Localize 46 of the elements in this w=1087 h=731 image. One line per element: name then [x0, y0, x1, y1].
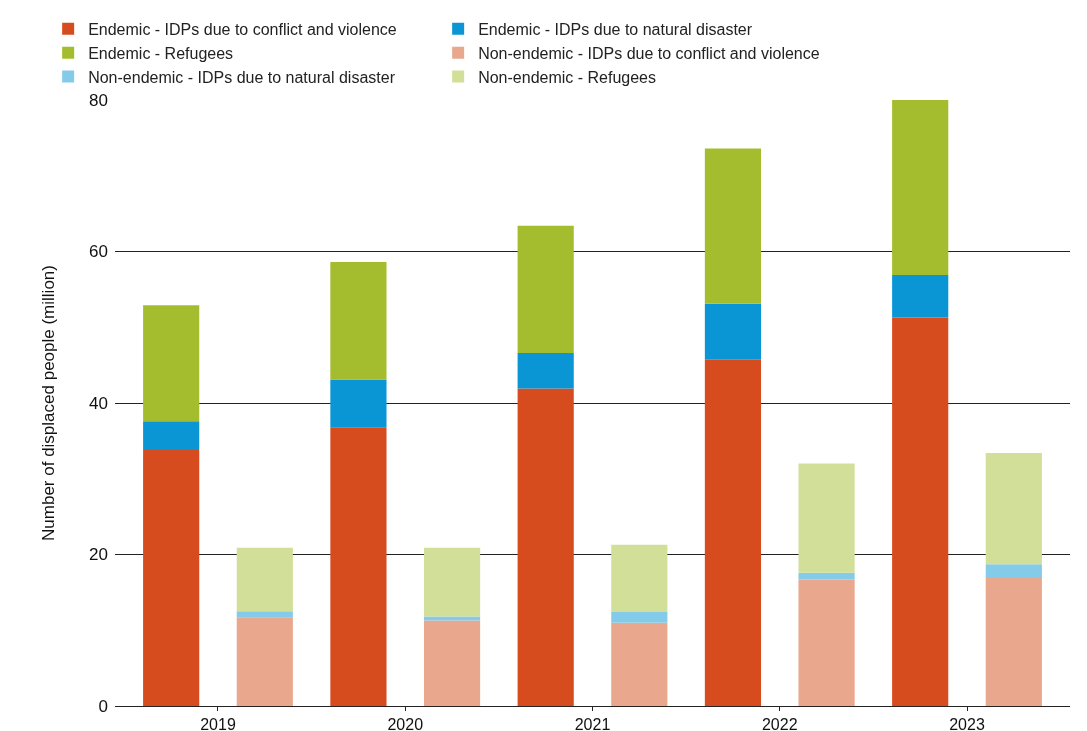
y-tick-label: 20	[89, 545, 108, 565]
bar	[236, 611, 293, 618]
bar	[892, 317, 949, 706]
bar	[236, 617, 293, 706]
legend-label: Non-endemic - Refugees	[478, 68, 657, 86]
bar	[517, 353, 574, 389]
bar	[611, 612, 668, 623]
y-tick-label: 0	[98, 696, 108, 716]
bar	[611, 544, 668, 613]
legend-label: Non-endemic - IDPs due to conflict and violence	[478, 44, 820, 62]
bar	[985, 564, 1042, 578]
y-tick-label: 80	[89, 90, 108, 110]
legend-label: Non-endemic - IDPs due to natural disaster	[88, 68, 396, 86]
bar	[330, 427, 387, 706]
y-tick-label: 60	[89, 242, 108, 262]
x-tick-label: 2022	[761, 716, 798, 731]
legend-label: Endemic - Refugees	[88, 44, 234, 62]
bar	[330, 262, 387, 380]
legend-label: Endemic - IDPs due to natural disaster	[478, 21, 753, 39]
bar	[236, 547, 293, 612]
bar	[704, 359, 762, 706]
bar	[517, 225, 574, 354]
bar	[704, 148, 762, 304]
bar	[330, 379, 387, 428]
bar	[985, 453, 1042, 565]
bar	[517, 388, 574, 706]
y-tick-label: 40	[89, 393, 108, 413]
x-tick-label: 2020	[387, 716, 424, 731]
bar	[611, 622, 668, 706]
bar	[143, 449, 200, 706]
legend-label: Endemic - IDPs due to conflict and violence	[88, 21, 397, 39]
bar	[892, 274, 949, 318]
bar	[798, 572, 855, 580]
bar	[798, 463, 855, 573]
bar	[704, 303, 762, 360]
x-tick-label: 2021	[574, 716, 611, 731]
bar	[423, 620, 481, 706]
bar	[423, 547, 481, 617]
bar	[985, 577, 1042, 706]
x-tick-label: 2019	[200, 716, 236, 731]
bar	[143, 421, 200, 450]
y-axis-title: Number of displaced people (million)	[38, 265, 58, 541]
x-tick-label: 2023	[949, 716, 985, 731]
bar	[892, 100, 949, 275]
bar	[143, 305, 200, 422]
bar	[798, 579, 855, 706]
